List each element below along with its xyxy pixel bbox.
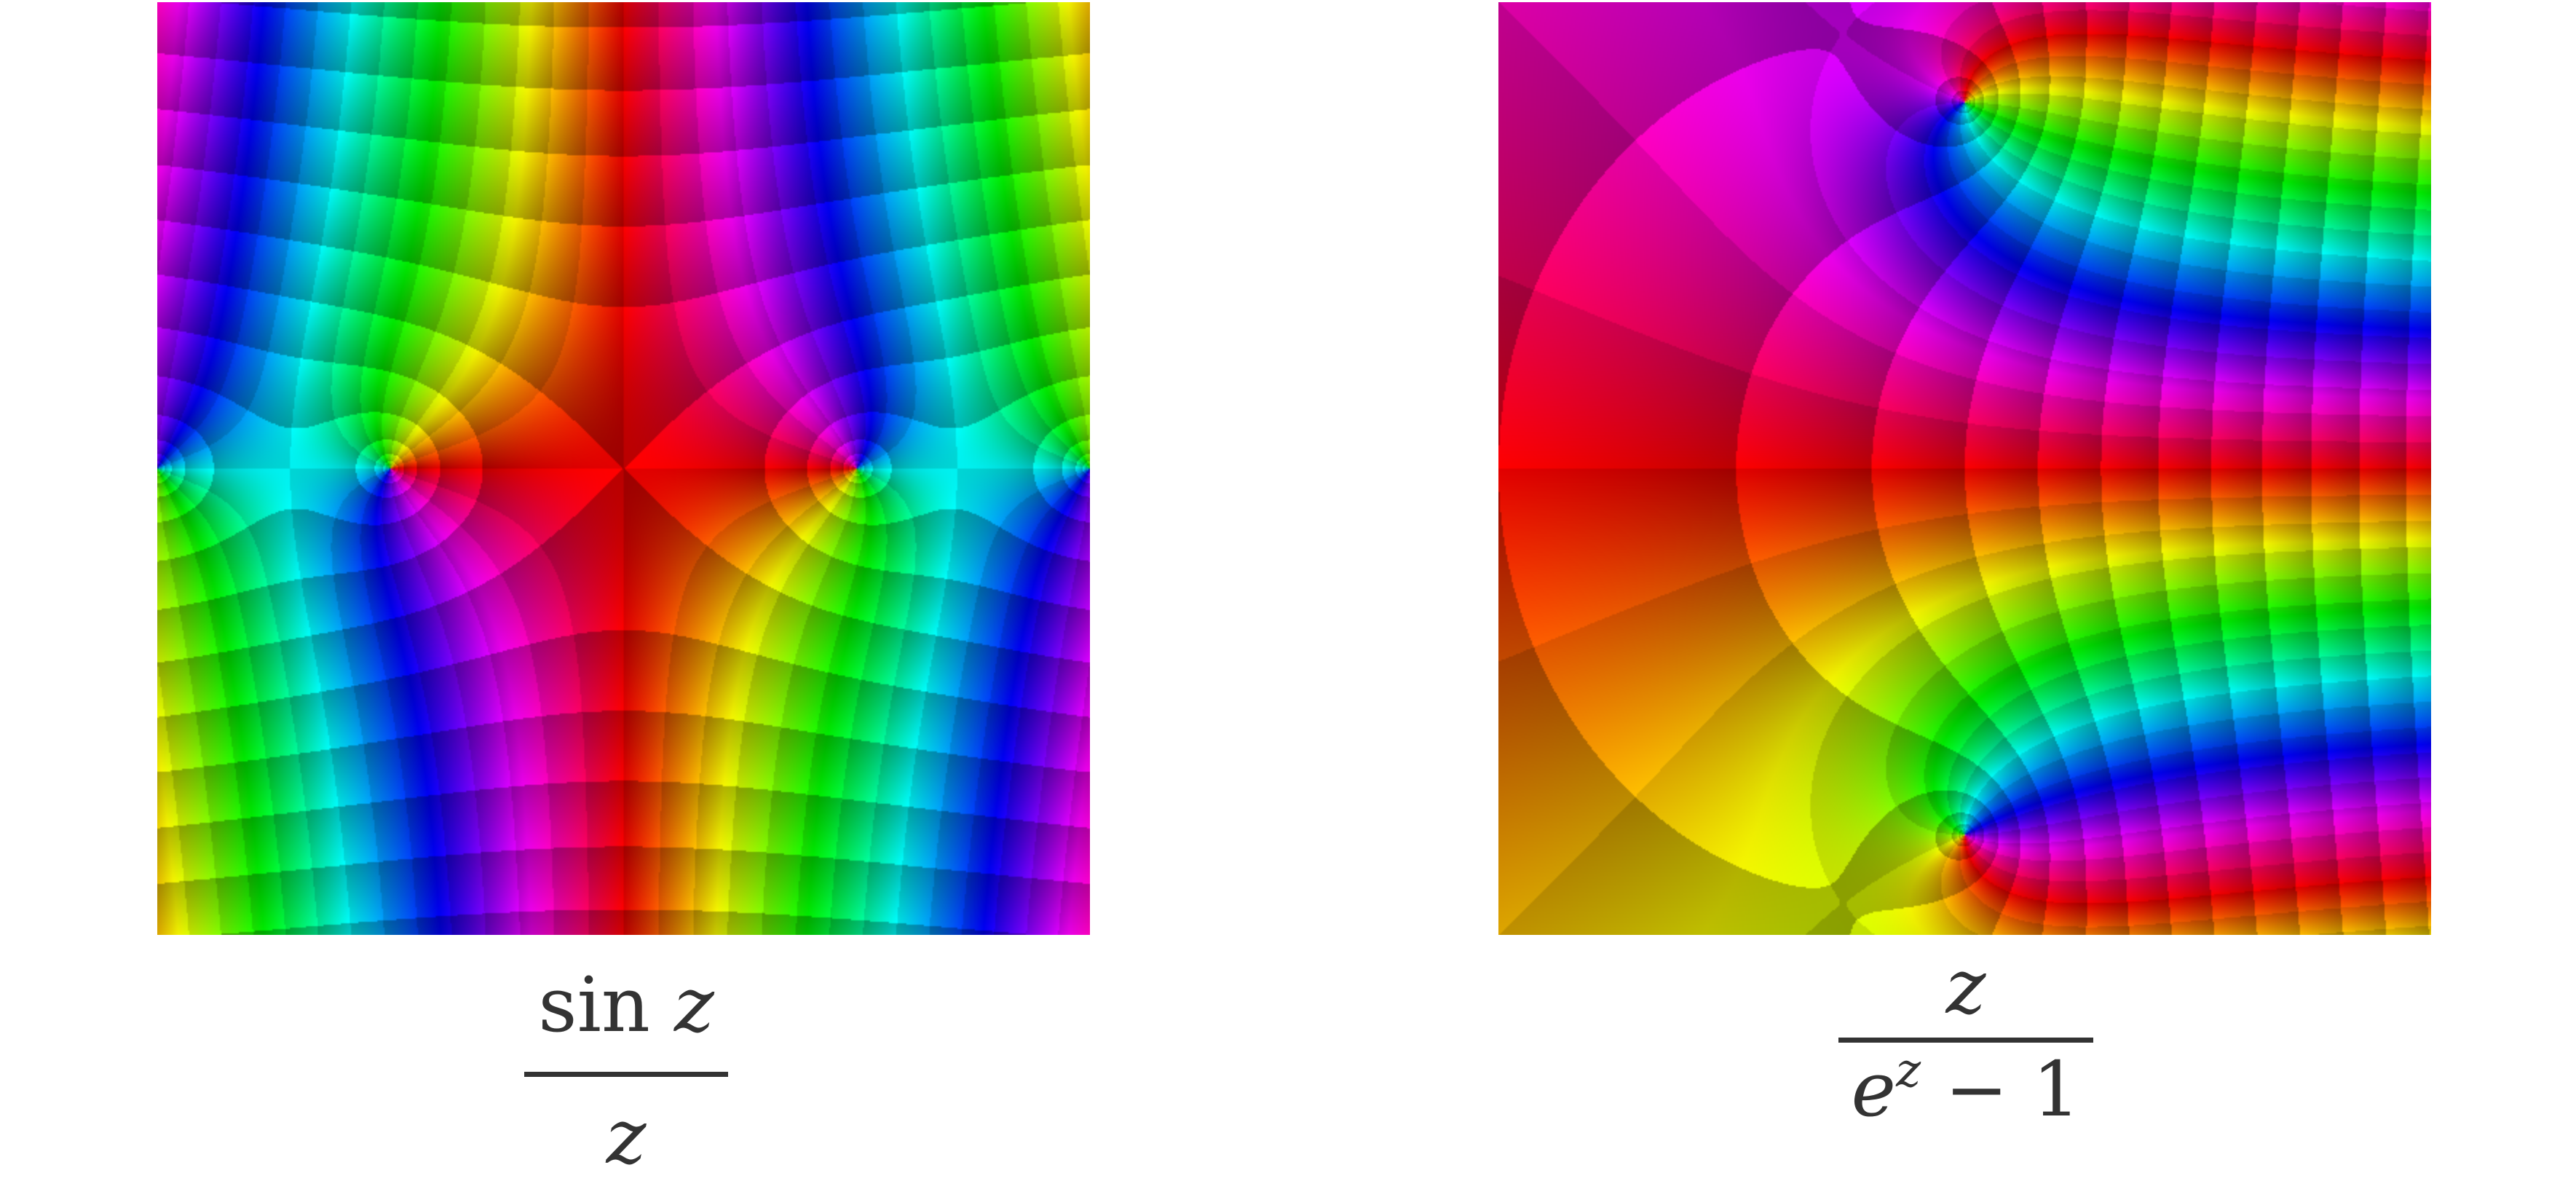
fraction: z ez − 1 xyxy=(1838,949,2093,1127)
denominator-rest: − 1 xyxy=(1921,1045,2081,1134)
fraction-bar xyxy=(1838,1038,2093,1043)
caption-z-over-expz-minus-1: z ez − 1 xyxy=(1838,949,2093,1127)
fraction-bar xyxy=(524,1072,728,1077)
numerator-variable: z xyxy=(673,960,714,1049)
domain-plot-z-over-expz-minus-1 xyxy=(1498,2,2431,935)
domain-plot-sinz-over-z xyxy=(157,2,1090,935)
denominator-exponent: z xyxy=(1896,1043,1921,1099)
fraction: sin z z xyxy=(524,967,728,1174)
fraction-denominator: ez − 1 xyxy=(1852,1047,2081,1127)
fraction-numerator: sin z xyxy=(538,967,714,1043)
sin-function-name: sin xyxy=(538,960,650,1049)
fraction-denominator: z xyxy=(606,1092,647,1181)
caption-sinz-over-z: sin z z xyxy=(524,967,728,1174)
domain-coloring-canvas-z-over-expz-minus-1 xyxy=(1498,2,2431,935)
domain-coloring-canvas-sinz-over-z xyxy=(157,2,1090,935)
denominator-base: e xyxy=(1851,1045,1897,1134)
fraction-numerator: z xyxy=(1945,942,1986,1031)
